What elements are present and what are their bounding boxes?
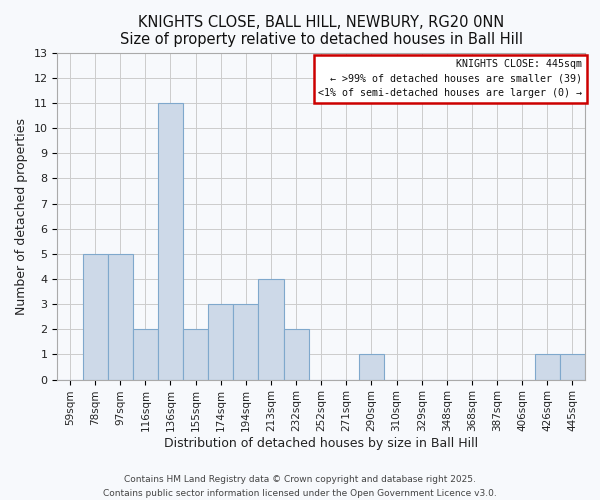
Text: Contains HM Land Registry data © Crown copyright and database right 2025.
Contai: Contains HM Land Registry data © Crown c… — [103, 476, 497, 498]
Bar — [183, 330, 208, 380]
Bar — [158, 103, 183, 380]
Text: KNIGHTS CLOSE: 445sqm
← >99% of detached houses are smaller (39)
<1% of semi-det: KNIGHTS CLOSE: 445sqm ← >99% of detached… — [319, 60, 583, 98]
Title: KNIGHTS CLOSE, BALL HILL, NEWBURY, RG20 0NN
Size of property relative to detache: KNIGHTS CLOSE, BALL HILL, NEWBURY, RG20 … — [120, 15, 523, 48]
Bar — [535, 354, 560, 380]
Bar — [83, 254, 107, 380]
Bar — [359, 354, 384, 380]
Bar — [284, 330, 308, 380]
Bar — [560, 354, 585, 380]
Y-axis label: Number of detached properties: Number of detached properties — [15, 118, 28, 314]
X-axis label: Distribution of detached houses by size in Ball Hill: Distribution of detached houses by size … — [164, 437, 478, 450]
Bar — [259, 279, 284, 380]
Bar — [233, 304, 259, 380]
Bar — [107, 254, 133, 380]
Bar — [208, 304, 233, 380]
Bar — [133, 330, 158, 380]
